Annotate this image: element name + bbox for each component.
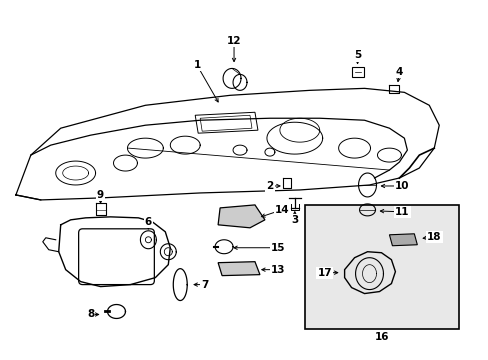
Text: 11: 11 xyxy=(394,207,409,217)
Text: 18: 18 xyxy=(426,232,441,242)
Polygon shape xyxy=(218,205,264,228)
Text: 17: 17 xyxy=(317,267,331,278)
Text: 15: 15 xyxy=(270,243,285,253)
Text: 12: 12 xyxy=(226,36,241,46)
Text: 10: 10 xyxy=(394,181,409,191)
Text: 14: 14 xyxy=(274,205,288,215)
Text: 7: 7 xyxy=(201,280,208,289)
Text: 13: 13 xyxy=(270,265,285,275)
Polygon shape xyxy=(388,234,416,246)
Text: 9: 9 xyxy=(97,190,104,200)
Text: 3: 3 xyxy=(290,215,298,225)
Text: 5: 5 xyxy=(353,50,361,60)
Text: 1: 1 xyxy=(193,60,201,71)
Text: 16: 16 xyxy=(374,332,389,342)
Text: 6: 6 xyxy=(144,217,152,227)
Text: 8: 8 xyxy=(87,310,94,319)
Bar xyxy=(304,205,458,329)
Polygon shape xyxy=(218,262,260,276)
Text: 4: 4 xyxy=(395,67,402,77)
Text: 2: 2 xyxy=(266,181,273,191)
